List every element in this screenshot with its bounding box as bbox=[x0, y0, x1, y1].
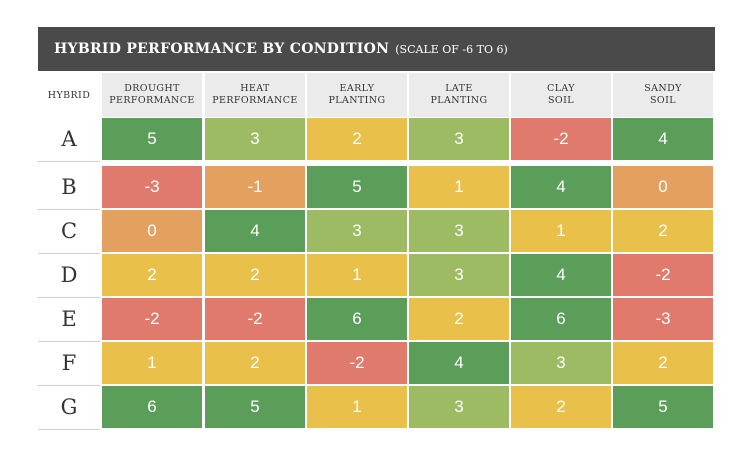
heatmap-cell: 5 bbox=[613, 386, 713, 428]
row-header-label: HYBRID bbox=[47, 89, 91, 101]
heatmap-cell: 2 bbox=[205, 342, 305, 384]
heatmap-cell: 5 bbox=[102, 118, 202, 160]
row-divider bbox=[38, 385, 100, 386]
heatmap-cell: 1 bbox=[409, 166, 509, 208]
row-label: E bbox=[61, 307, 77, 331]
heatmap-cell: 1 bbox=[307, 386, 407, 428]
chart-title: HYBRID PERFORMANCE BY CONDITION bbox=[54, 41, 390, 57]
heatmap-cell: 3 bbox=[511, 342, 611, 384]
heatmap-cell: 4 bbox=[205, 210, 305, 252]
heatmap-cell: -2 bbox=[102, 298, 202, 340]
heatmap-cell: -3 bbox=[613, 298, 713, 340]
row-label: A bbox=[61, 127, 77, 151]
heatmap-cell: 4 bbox=[511, 166, 611, 208]
row-divider bbox=[38, 253, 100, 254]
heatmap-cell: 2 bbox=[205, 254, 305, 296]
row-divider bbox=[38, 209, 100, 210]
heatmap-cell: 6 bbox=[307, 298, 407, 340]
column-header: LATE PLANTING bbox=[409, 73, 509, 117]
column-header: EARLY PLANTING bbox=[307, 73, 407, 117]
heatmap-cell: -2 bbox=[307, 342, 407, 384]
row-label: F bbox=[61, 351, 77, 375]
heatmap-cell: 1 bbox=[511, 210, 611, 252]
heatmap-cell: -3 bbox=[102, 166, 202, 208]
heatmap-cell: 3 bbox=[409, 254, 509, 296]
chart-subtitle: (SCALE OF -6 TO 6) bbox=[395, 42, 508, 56]
heatmap-cell: 2 bbox=[409, 298, 509, 340]
row-label: G bbox=[60, 395, 78, 419]
heatmap-cell: 2 bbox=[511, 386, 611, 428]
heatmap-cell: 2 bbox=[307, 118, 407, 160]
heatmap-cell: 4 bbox=[613, 118, 713, 160]
heatmap-cell: 2 bbox=[102, 254, 202, 296]
row-label: C bbox=[60, 219, 78, 243]
row-divider bbox=[38, 341, 100, 342]
heatmap-cell: -2 bbox=[613, 254, 713, 296]
heatmap-cell: 1 bbox=[102, 342, 202, 384]
column-header: HEAT PERFORMANCE bbox=[205, 73, 305, 117]
heatmap-cell: 4 bbox=[409, 342, 509, 384]
heatmap-cell: 3 bbox=[409, 118, 509, 160]
heatmap-cell: -1 bbox=[205, 166, 305, 208]
row-label: D bbox=[60, 263, 78, 287]
heatmap-cell: 1 bbox=[307, 254, 407, 296]
chart-title-bar: HYBRID PERFORMANCE BY CONDITION (SCALE O… bbox=[38, 27, 715, 71]
heatmap-cell: 6 bbox=[511, 298, 611, 340]
heatmap-cell: 2 bbox=[613, 210, 713, 252]
heatmap-cell: 4 bbox=[511, 254, 611, 296]
row-divider bbox=[38, 297, 100, 298]
heatmap-cell: -2 bbox=[511, 118, 611, 160]
heatmap-cell: 0 bbox=[102, 210, 202, 252]
heatmap-cell: 6 bbox=[102, 386, 202, 428]
row-label: B bbox=[61, 175, 77, 199]
row-divider bbox=[38, 161, 100, 162]
heatmap-cell: -2 bbox=[205, 298, 305, 340]
row-divider bbox=[38, 429, 100, 430]
heatmap-cell: 0 bbox=[613, 166, 713, 208]
heatmap-cell: 3 bbox=[307, 210, 407, 252]
heatmap-cell: 3 bbox=[205, 118, 305, 160]
heatmap-cell: 2 bbox=[613, 342, 713, 384]
heatmap-cell: 5 bbox=[205, 386, 305, 428]
column-header: CLAY SOIL bbox=[511, 73, 611, 117]
heatmap-cell: 3 bbox=[409, 386, 509, 428]
heatmap-cell: 5 bbox=[307, 166, 407, 208]
heatmap-cell: 3 bbox=[409, 210, 509, 252]
column-header: DROUGHT PERFORMANCE bbox=[102, 73, 202, 117]
column-header: SANDY SOIL bbox=[613, 73, 713, 117]
